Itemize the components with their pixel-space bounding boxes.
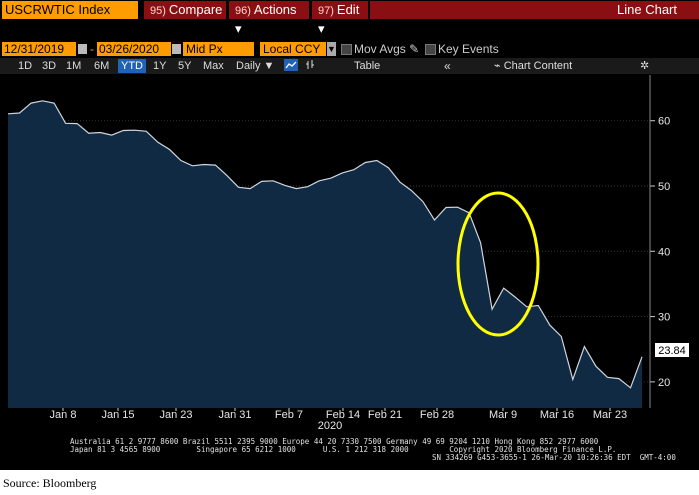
currency-dropdown-icon[interactable]: ▼: [327, 42, 336, 56]
x-tick-label: Mar 16: [540, 409, 574, 421]
period-1d-button[interactable]: 1D: [18, 60, 33, 72]
actions-label: Actions ▾: [235, 2, 297, 36]
end-calendar-icon[interactable]: [172, 44, 181, 54]
period-5y-button[interactable]: 5Y: [178, 60, 192, 72]
period-max-button[interactable]: Max: [203, 60, 224, 72]
date-separator: -: [90, 42, 94, 56]
chart-content-button[interactable]: ⌁ Chart Content: [494, 60, 573, 72]
edit-label: Edit ▾: [318, 2, 360, 36]
x-tick-label: Feb 7: [275, 409, 303, 421]
line-chart-icon[interactable]: [284, 59, 298, 73]
start-calendar-icon[interactable]: [78, 44, 87, 54]
y-axis: 20 30 40 50 60: [649, 75, 670, 408]
y-tick-label: 30: [658, 312, 670, 324]
actions-number: 96): [235, 5, 251, 17]
period-3d-button[interactable]: 3D: [42, 60, 57, 72]
view-title: Line Chart: [370, 1, 699, 19]
source-caption: Source: Bloomberg: [3, 476, 97, 490]
x-tick-label: Jan 23: [159, 409, 192, 421]
pencil-icon[interactable]: ✎: [409, 42, 420, 56]
x-tick-label: Feb 14: [326, 409, 360, 421]
bar-type-icon[interactable]: [305, 59, 315, 73]
compare-label: Compare: [168, 2, 223, 17]
period-6m-button[interactable]: 6M: [94, 60, 110, 72]
edit-number: 97): [318, 5, 334, 17]
x-tick-label: Mar 23: [593, 409, 627, 421]
footer-contacts-line2: Japan 81 3 4565 8900 Singapore 65 6212 1…: [70, 445, 617, 454]
footer-session-line: SN 334269 G453-3655-1 26-Mar-20 10:26:36…: [432, 453, 676, 462]
key-events-label: Key Events: [438, 42, 499, 56]
price-field-select[interactable]: Mid Px: [183, 42, 254, 56]
x-axis: Jan 8 Jan 15 Jan 23 Jan 31 Feb 7 Feb 14 Feb 21…: [50, 408, 627, 421]
compare-button[interactable]: 95) Compare: [144, 1, 226, 19]
x-tick-label: Feb 28: [420, 409, 454, 421]
frequency-select[interactable]: Daily ▼: [236, 60, 275, 72]
double-chevron-left-icon[interactable]: «: [444, 59, 451, 73]
y-tick-label: 50: [658, 181, 670, 193]
last-value-tag: 23.84: [655, 343, 689, 357]
start-date-input[interactable]: 12/31/2019: [2, 42, 76, 56]
period-ytd-button[interactable]: YTD: [118, 59, 146, 73]
x-tick-label: Mar 9: [489, 409, 517, 421]
last-value-label: 23.84: [658, 345, 686, 357]
y-tick-label: 40: [658, 246, 670, 258]
price-chart: 20 30 40 50 60 Jan 8 Jan 15 Jan 23 Jan 31 Feb 7 F…: [7, 75, 689, 432]
price-line: [7, 100, 643, 389]
compare-number: 95): [150, 5, 166, 17]
y-tick-label: 20: [658, 377, 670, 389]
currency-select[interactable]: Local CCY: [260, 42, 326, 56]
actions-menu-button[interactable]: 96) Actions ▾: [229, 1, 309, 36]
x-tick-label: Jan 15: [101, 409, 134, 421]
price-area: [8, 100, 642, 409]
edit-menu-button[interactable]: 97) Edit ▾: [312, 1, 368, 36]
end-date-input[interactable]: 03/26/2020: [97, 42, 171, 56]
year-label: 2020: [318, 420, 342, 432]
y-tick-label: 60: [658, 116, 670, 128]
key-events-checkbox[interactable]: [425, 44, 436, 55]
x-tick-label: Feb 21: [368, 409, 402, 421]
x-tick-label: Jan 8: [50, 409, 77, 421]
highlight-circle: [456, 191, 540, 337]
period-toolbar: [0, 58, 699, 74]
chart-content-icon: ⌁: [494, 60, 501, 72]
period-1m-button[interactable]: 1M: [66, 60, 82, 72]
ticker-field[interactable]: USCRWTIC Index: [2, 1, 138, 19]
table-button[interactable]: Table: [354, 60, 381, 72]
footer-contacts-line1: Australia 61 2 9777 8600 Brazil 5511 239…: [70, 437, 599, 446]
period-1y-button[interactable]: 1Y: [153, 60, 167, 72]
x-tick-label: Jan 31: [218, 409, 251, 421]
bloomberg-terminal: USCRWTIC Index 95) Compare 96) Actions ▾ 9…: [0, 0, 699, 470]
mov-avgs-label: Mov Avgs ✎: [354, 42, 420, 56]
mov-avgs-checkbox[interactable]: [341, 44, 352, 55]
gear-icon[interactable]: ✲: [640, 60, 650, 72]
